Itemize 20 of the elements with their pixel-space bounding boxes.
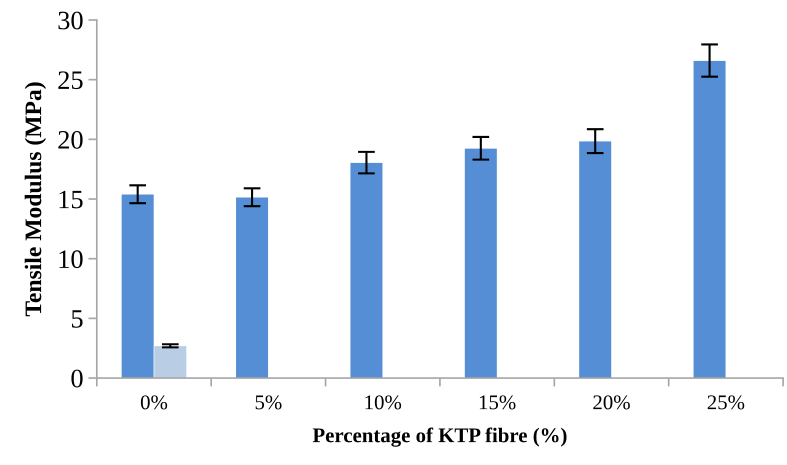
y-tick-label: 0 xyxy=(71,370,83,388)
y-tick-label: 30 xyxy=(58,12,83,30)
x-tick-label: 0% xyxy=(140,395,168,410)
x-tick-label: 25% xyxy=(708,395,744,410)
y-tick-label: 5 xyxy=(72,310,83,328)
y-tick-label: 15 xyxy=(60,190,83,208)
x-tick-label: 10% xyxy=(365,395,402,410)
bar xyxy=(235,196,269,378)
x-tick-label: 15% xyxy=(480,395,516,410)
bar xyxy=(464,148,498,378)
bar xyxy=(350,162,384,378)
y-tick-label: 25 xyxy=(58,71,83,90)
y-axis-title: Tensile Modulus (MPa) xyxy=(24,82,46,316)
bar xyxy=(578,140,612,378)
y-tick-label: 10 xyxy=(60,250,83,268)
x-tick-label: 20% xyxy=(593,395,630,410)
x-axis-title: Percentage of KTP fibre (%) xyxy=(312,427,567,447)
bar xyxy=(693,60,726,378)
x-tick-label: 5% xyxy=(256,395,282,410)
y-tick-label: 20 xyxy=(58,130,83,149)
